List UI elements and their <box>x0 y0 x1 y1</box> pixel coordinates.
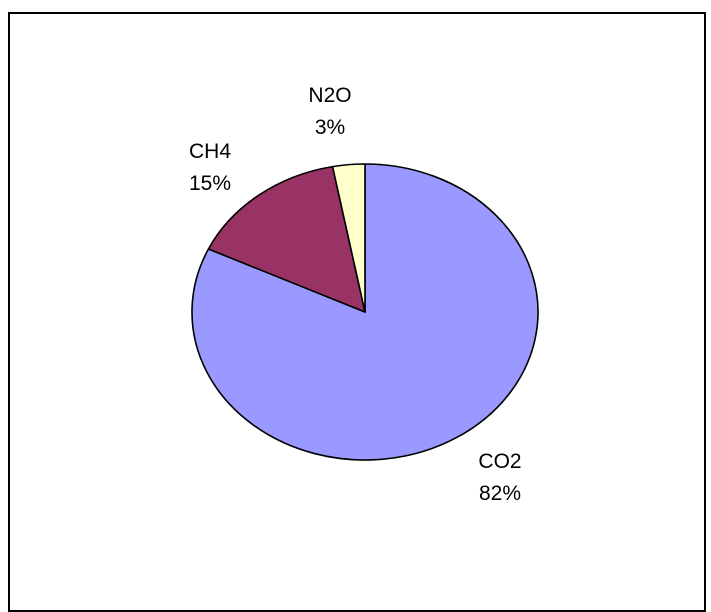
slice-label-co2: CO2 82% <box>478 450 521 505</box>
slice-category-co2: CO2 <box>478 450 521 473</box>
slice-category-n2o: N2O <box>308 84 351 107</box>
slice-category-ch4: CH4 <box>189 140 231 163</box>
slice-label-n2o: N2O 3% <box>308 84 351 139</box>
slice-percent-n2o: 3% <box>315 116 345 139</box>
slice-percent-co2: 82% <box>479 482 521 505</box>
slice-label-ch4: CH4 15% <box>189 140 231 195</box>
pie-slice-n2o <box>331 163 366 313</box>
slice-percent-ch4: 15% <box>189 172 231 195</box>
pie-labels: CO2 82%CH4 15%N2O 3% <box>189 84 522 505</box>
pie-slices <box>191 163 539 461</box>
pie-slice-ch4 <box>207 165 366 313</box>
